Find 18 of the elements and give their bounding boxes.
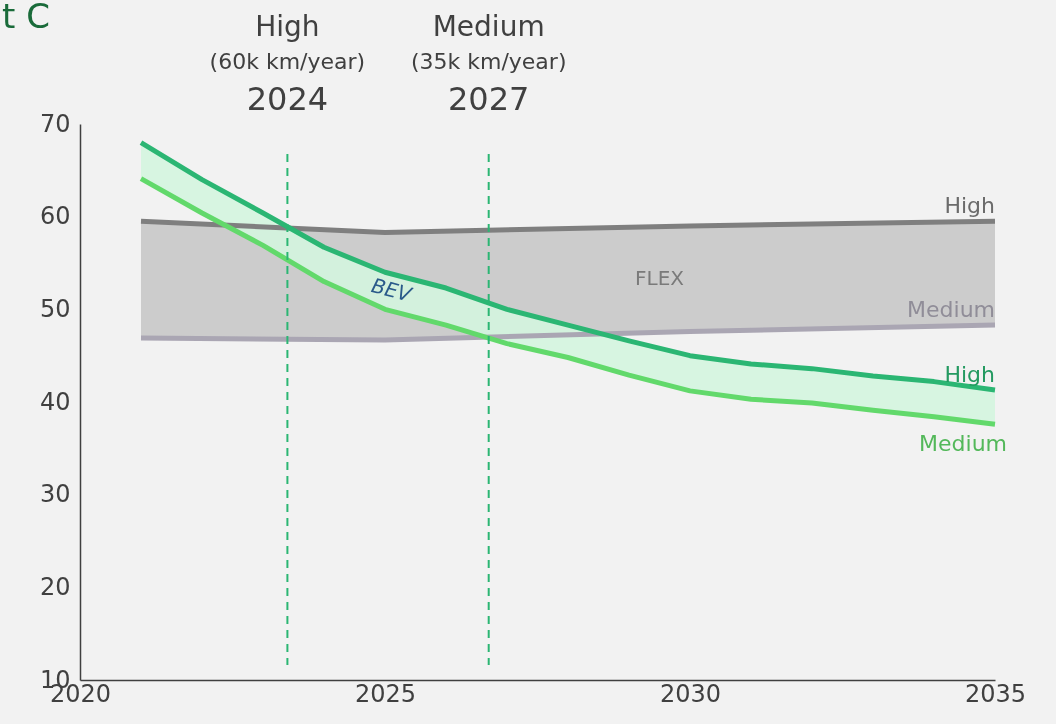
ref-line-label: High (60k km/year) 2024: [209, 10, 366, 118]
y-tick-label: 30: [39, 480, 71, 509]
ref-line-label: Medium (35k km/year) 2027: [410, 10, 567, 118]
chart-title: t C: [2, 0, 50, 36]
series-label: Medium: [919, 431, 1007, 457]
y-tick-label: 20: [39, 572, 71, 601]
y-tick-label: 50: [39, 294, 71, 323]
y-tick-label: 40: [39, 387, 71, 416]
y-tick-label: 60: [39, 202, 71, 231]
x-tick-label: 2030: [659, 679, 722, 708]
annotation: BEV: [368, 273, 416, 307]
series-label: High: [944, 361, 995, 387]
y-tick-label: 70: [39, 109, 71, 138]
annotation: FLEX: [635, 265, 685, 290]
series-label: Medium: [907, 297, 995, 323]
series-label: High: [944, 193, 995, 219]
x-tick-label: 2035: [964, 679, 1027, 708]
x-tick-label: 2025: [354, 679, 417, 708]
